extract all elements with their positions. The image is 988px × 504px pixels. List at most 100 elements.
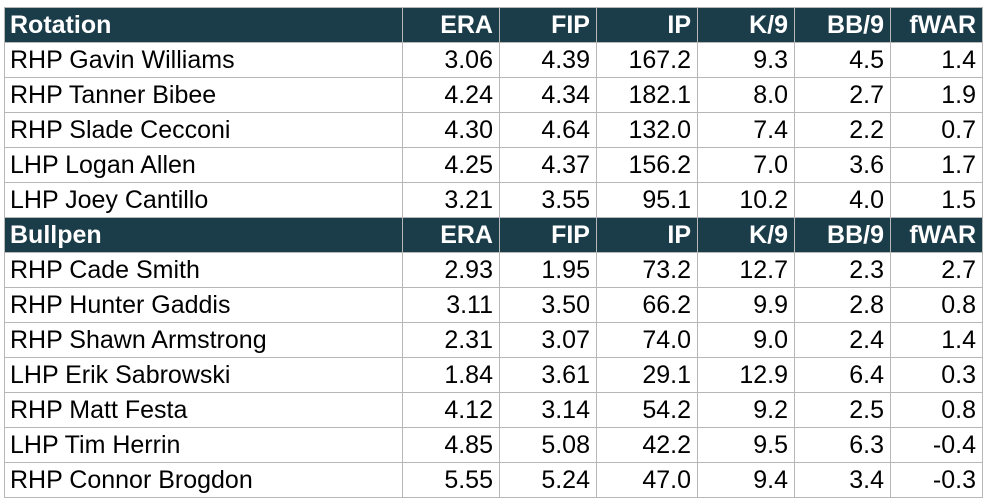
fwar-cell[interactable]: -0.3	[890, 462, 983, 498]
k9-cell[interactable]: 12.7	[697, 252, 795, 288]
ip-cell[interactable]: 182.1	[596, 77, 698, 113]
fip-cell[interactable]: 4.39	[499, 42, 597, 78]
column-header-bb9[interactable]: BB/9	[794, 7, 891, 43]
column-header-bb9[interactable]: BB/9	[794, 217, 891, 253]
fwar-cell[interactable]: 1.7	[890, 147, 983, 183]
fip-cell[interactable]: 3.07	[499, 322, 597, 358]
fip-cell[interactable]: 1.95	[499, 252, 597, 288]
fwar-cell[interactable]: 1.4	[890, 322, 983, 358]
fip-cell[interactable]: 3.50	[499, 287, 597, 323]
player-name-cell[interactable]: RHP Shawn Armstrong	[4, 322, 403, 358]
ip-cell[interactable]: 95.1	[596, 182, 698, 218]
fip-cell[interactable]: 3.14	[499, 392, 597, 428]
era-cell[interactable]: 4.12	[402, 392, 500, 428]
ip-cell[interactable]: 42.2	[596, 427, 698, 463]
fwar-cell[interactable]: 0.3	[890, 357, 983, 393]
fip-cell[interactable]: 5.08	[499, 427, 597, 463]
era-cell[interactable]: 2.31	[402, 322, 500, 358]
player-name-cell[interactable]: LHP Logan Allen	[4, 147, 403, 183]
player-name-cell[interactable]: RHP Gavin Williams	[4, 42, 403, 78]
k9-cell[interactable]: 12.9	[697, 357, 795, 393]
k9-cell[interactable]: 9.2	[697, 392, 795, 428]
era-cell[interactable]: 3.11	[402, 287, 500, 323]
bb9-cell[interactable]: 2.4	[794, 322, 891, 358]
column-header-fip[interactable]: FIP	[499, 217, 597, 253]
era-cell[interactable]: 4.30	[402, 112, 500, 148]
k9-cell[interactable]: 8.0	[697, 77, 795, 113]
fwar-cell[interactable]: 0.8	[890, 287, 983, 323]
bullpen-section-title[interactable]: Bullpen	[4, 217, 403, 253]
column-header-fip[interactable]: FIP	[499, 7, 597, 43]
bb9-cell[interactable]: 2.2	[794, 112, 891, 148]
column-header-k9[interactable]: K/9	[697, 217, 795, 253]
k9-cell[interactable]: 9.0	[697, 322, 795, 358]
ip-cell[interactable]: 54.2	[596, 392, 698, 428]
player-name-cell[interactable]: RHP Slade Cecconi	[4, 112, 403, 148]
ip-cell[interactable]: 47.0	[596, 462, 698, 498]
era-cell[interactable]: 4.85	[402, 427, 500, 463]
ip-cell[interactable]: 29.1	[596, 357, 698, 393]
fwar-cell[interactable]: 0.7	[890, 112, 983, 148]
fwar-cell[interactable]: 0.8	[890, 392, 983, 428]
ip-cell[interactable]: 156.2	[596, 147, 698, 183]
player-name-cell[interactable]: RHP Matt Festa	[4, 392, 403, 428]
fip-cell[interactable]: 4.34	[499, 77, 597, 113]
ip-cell[interactable]: 132.0	[596, 112, 698, 148]
era-cell[interactable]: 4.25	[402, 147, 500, 183]
k9-cell[interactable]: 9.5	[697, 427, 795, 463]
bb9-cell[interactable]: 6.4	[794, 357, 891, 393]
player-name-cell[interactable]: LHP Tim Herrin	[4, 427, 403, 463]
bb9-cell[interactable]: 3.6	[794, 147, 891, 183]
rotation-section-title[interactable]: Rotation	[4, 7, 403, 43]
bb9-cell[interactable]: 2.7	[794, 77, 891, 113]
bb9-cell[interactable]: 4.0	[794, 182, 891, 218]
k9-cell[interactable]: 10.2	[697, 182, 795, 218]
k9-cell[interactable]: 9.9	[697, 287, 795, 323]
era-cell[interactable]: 4.24	[402, 77, 500, 113]
era-cell[interactable]: 3.21	[402, 182, 500, 218]
k9-cell[interactable]: 9.3	[697, 42, 795, 78]
player-name-cell[interactable]: RHP Hunter Gaddis	[4, 287, 403, 323]
fwar-cell[interactable]: 2.7	[890, 252, 983, 288]
fwar-cell[interactable]: 1.9	[890, 77, 983, 113]
player-name-cell[interactable]: LHP Erik Sabrowski	[4, 357, 403, 393]
ip-cell[interactable]: 74.0	[596, 322, 698, 358]
bb9-cell[interactable]: 2.5	[794, 392, 891, 428]
ip-cell[interactable]: 167.2	[596, 42, 698, 78]
era-cell[interactable]: 2.93	[402, 252, 500, 288]
fip-cell[interactable]: 4.64	[499, 112, 597, 148]
table-row: LHP Erik Sabrowski 1.84 3.61 29.1 12.9 6.4 0.3	[4, 357, 983, 393]
player-name-cell[interactable]: RHP Connor Brogdon	[4, 462, 403, 498]
player-name-cell[interactable]: LHP Joey Cantillo	[4, 182, 403, 218]
column-header-fwar[interactable]: fWAR	[890, 217, 983, 253]
k9-cell[interactable]: 7.0	[697, 147, 795, 183]
fip-cell[interactable]: 3.61	[499, 357, 597, 393]
fwar-cell[interactable]: 1.5	[890, 182, 983, 218]
bb9-cell[interactable]: 6.3	[794, 427, 891, 463]
fwar-cell[interactable]: 1.4	[890, 42, 983, 78]
era-cell[interactable]: 5.55	[402, 462, 500, 498]
k9-cell[interactable]: 9.4	[697, 462, 795, 498]
era-cell[interactable]: 3.06	[402, 42, 500, 78]
column-header-era[interactable]: ERA	[402, 217, 500, 253]
era-cell[interactable]: 1.84	[402, 357, 500, 393]
pitching-stats-table: Rotation ERA FIP IP K/9 BB/9 fWAR RHP Gavin Wil…	[4, 7, 983, 498]
bb9-cell[interactable]: 2.8	[794, 287, 891, 323]
bb9-cell[interactable]: 4.5	[794, 42, 891, 78]
column-header-era[interactable]: ERA	[402, 7, 500, 43]
k9-cell[interactable]: 7.4	[697, 112, 795, 148]
ip-cell[interactable]: 66.2	[596, 287, 698, 323]
column-header-ip[interactable]: IP	[596, 217, 698, 253]
player-name-cell[interactable]: RHP Tanner Bibee	[4, 77, 403, 113]
column-header-fwar[interactable]: fWAR	[890, 7, 983, 43]
ip-cell[interactable]: 73.2	[596, 252, 698, 288]
player-name-cell[interactable]: RHP Cade Smith	[4, 252, 403, 288]
bb9-cell[interactable]: 2.3	[794, 252, 891, 288]
fip-cell[interactable]: 5.24	[499, 462, 597, 498]
column-header-ip[interactable]: IP	[596, 7, 698, 43]
column-header-k9[interactable]: K/9	[697, 7, 795, 43]
fwar-cell[interactable]: -0.4	[890, 427, 983, 463]
fip-cell[interactable]: 4.37	[499, 147, 597, 183]
bb9-cell[interactable]: 3.4	[794, 462, 891, 498]
fip-cell[interactable]: 3.55	[499, 182, 597, 218]
